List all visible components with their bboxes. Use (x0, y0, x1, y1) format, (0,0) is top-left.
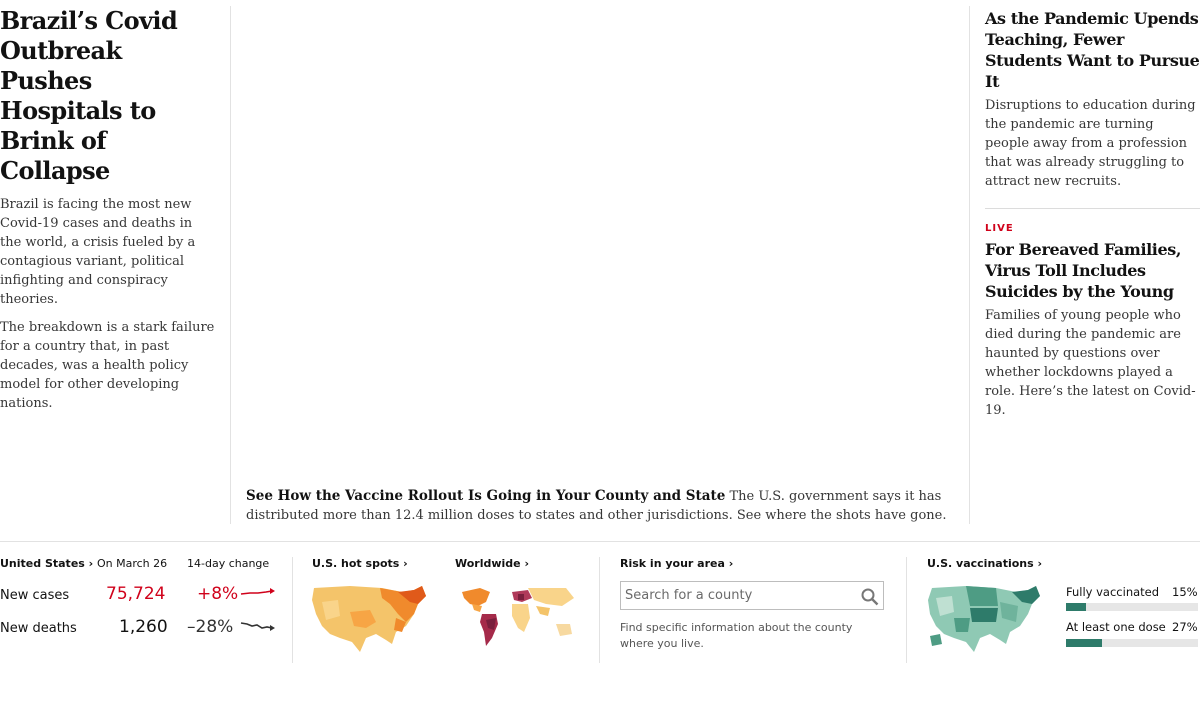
deaths-label: New deaths (0, 621, 77, 636)
divider-left (230, 6, 231, 524)
lead-story[interactable]: Brazil’s Covid Outbreak Pushes Hospitals… (0, 6, 216, 413)
cases-value: 75,724 (106, 584, 166, 604)
live-label: LIVE (985, 223, 1014, 234)
risk-link[interactable]: Risk in your area › (620, 557, 734, 570)
search-icon[interactable] (861, 588, 879, 606)
vaccine-caption-title[interactable]: See How the Vaccine Rollout Is Going in … (246, 488, 726, 504)
vaccine-map-media[interactable] (246, 6, 954, 476)
us-hotspots-map[interactable] (310, 582, 428, 656)
us-vaccination-map[interactable] (926, 582, 1042, 654)
vaccine-caption[interactable]: See How the Vaccine Rollout Is Going in … (246, 487, 958, 525)
county-search[interactable] (620, 581, 884, 610)
fully-vaccinated-value: 15% (1172, 585, 1198, 599)
story-teaching[interactable]: As the Pandemic Upends Teaching, Fewer S… (985, 8, 1200, 191)
cases-label: New cases (0, 588, 70, 603)
change-header: 14-day change (187, 557, 270, 570)
one-dose-label: At least one dose (1066, 620, 1166, 634)
vaccine-caption-text: The U.S. government says it has distribu… (246, 489, 947, 523)
story-bereaved-headline[interactable]: For Bereaved Families, Virus Toll Includ… (985, 240, 1182, 301)
world-map[interactable] (456, 584, 580, 650)
lead-summary-1: Brazil is facing the most new Covid-19 c… (0, 197, 196, 307)
tracker-top-rule (0, 541, 1200, 542)
date-header: On March 26 (97, 557, 168, 570)
fully-vaccinated-bar (1066, 603, 1198, 611)
cases-trend-icon (240, 588, 275, 595)
lead-headline[interactable]: Brazil’s Covid Outbreak Pushes Hospitals… (0, 6, 178, 185)
divider-tracker-2 (599, 557, 600, 663)
hotspots-link[interactable]: U.S. hot spots › (312, 557, 408, 570)
divider-right (969, 6, 970, 524)
deaths-change: –28% (187, 617, 234, 637)
divider-tracker-1 (292, 557, 293, 663)
fully-vaccinated-label: Fully vaccinated (1066, 585, 1160, 599)
county-search-input[interactable] (625, 588, 855, 603)
lead-summary-2: The breakdown is a stark failure for a c… (0, 320, 215, 411)
deaths-trend-icon (240, 622, 275, 631)
one-dose-value: 27% (1172, 620, 1198, 634)
deaths-value: 1,260 (119, 617, 168, 637)
us-link[interactable]: United States › (0, 557, 94, 570)
story-teaching-summary: Disruptions to education during the pand… (985, 98, 1196, 189)
story-bereaved-summary: Families of young people who died during… (985, 308, 1196, 418)
worldwide-link[interactable]: Worldwide › (455, 557, 529, 570)
story-bereaved[interactable]: LIVE For Bereaved Families, Virus Toll I… (985, 223, 1200, 420)
divider-tracker-3 (906, 557, 907, 663)
one-dose-bar-fill (1066, 639, 1102, 647)
right-column: As the Pandemic Upends Teaching, Fewer S… (985, 8, 1200, 420)
story-teaching-headline[interactable]: As the Pandemic Upends Teaching, Fewer S… (985, 9, 1200, 91)
fully-vaccinated-bar-fill (1066, 603, 1086, 611)
risk-text: Find specific information about the coun… (620, 621, 853, 650)
one-dose-bar (1066, 639, 1198, 647)
story-divider (985, 208, 1200, 209)
cases-change: +8% (197, 584, 239, 604)
vaccinations-link[interactable]: U.S. vaccinations › (927, 557, 1043, 570)
